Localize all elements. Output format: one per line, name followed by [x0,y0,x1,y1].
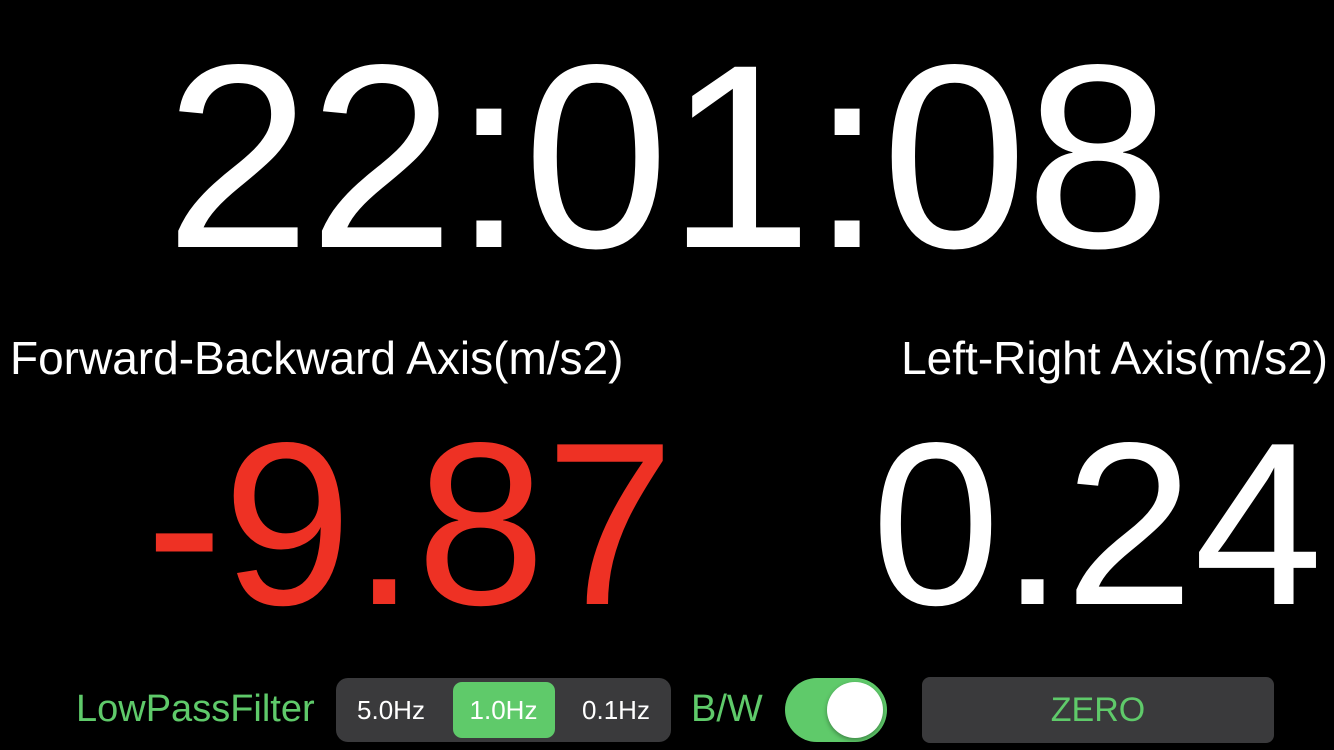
filter-option-0-1hz[interactable]: 0.1Hz [582,695,650,725]
bw-toggle-switch[interactable] [785,678,887,742]
forward-backward-axis-label: Forward-Backward Axis(m/s2) [10,332,624,384]
low-pass-filter-label: LowPassFilter [76,688,315,730]
filter-segmented-control: 5.0Hz 1.0Hz 0.1Hz [336,678,671,742]
forward-backward-value: -9.87 [145,395,675,654]
zero-button[interactable]: ZERO [922,677,1274,743]
clock-display: 22:01:08 [165,10,1171,303]
toggle-knob [827,682,883,738]
left-right-axis-label: Left-Right Axis(m/s2) [901,332,1328,384]
filter-option-5hz[interactable]: 5.0Hz [357,695,425,725]
control-bar: LowPassFilter 5.0Hz 1.0Hz 0.1Hz B/W ZERO [0,675,1334,745]
filter-option-1hz[interactable]: 1.0Hz [452,682,555,738]
left-right-value: 0.24 [871,395,1323,654]
bw-label: B/W [691,688,763,730]
